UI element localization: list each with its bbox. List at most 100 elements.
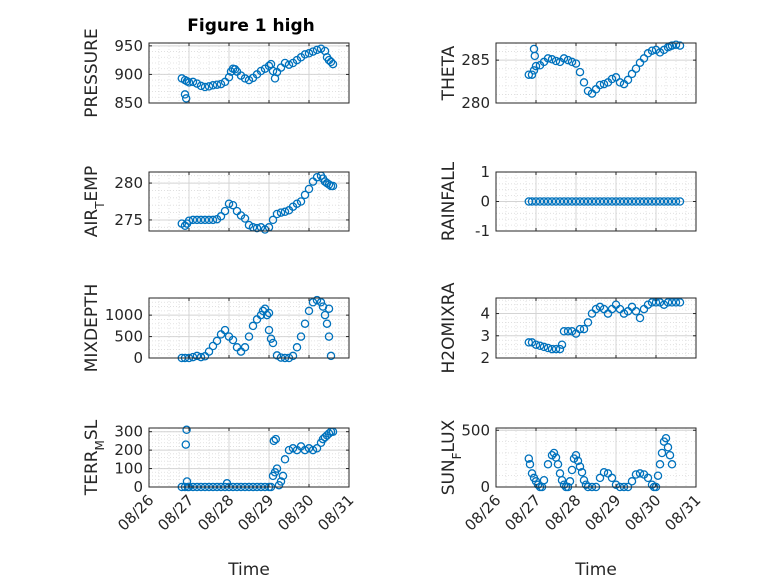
axes-box: [148, 427, 350, 488]
data-point: [647, 197, 657, 206]
data-point: [531, 340, 541, 349]
data-point: [671, 40, 681, 49]
data-point: [639, 54, 649, 63]
x-tick-label: 08/26: [461, 491, 504, 534]
data-point: [643, 473, 653, 483]
data-point: [196, 81, 206, 91]
data-point: [663, 298, 673, 307]
y-tick-label: 1000: [105, 306, 143, 324]
data-point: [268, 66, 278, 76]
data-point: [228, 200, 238, 210]
data-point: [284, 445, 294, 455]
y-axis-label: TERRMSL: [82, 419, 107, 496]
x-tick-label: 08/31: [314, 491, 357, 534]
panel-h2omixra: 2 3 4 H2OMIXRA: [439, 282, 697, 374]
data-point: [595, 80, 605, 90]
data-point: [276, 208, 286, 217]
data-point: [196, 215, 206, 225]
data-point: [328, 181, 338, 191]
data-point: [324, 332, 334, 341]
y-axis-label: RAINFALL: [439, 161, 459, 241]
data-point: [547, 344, 557, 354]
data-point: [262, 310, 272, 320]
y-axis-label: MIXDEPTH: [82, 284, 102, 373]
data-point: [180, 90, 190, 99]
data-point: [284, 60, 294, 69]
data-point: [296, 332, 306, 341]
data-point: [563, 55, 573, 65]
data-point: [627, 197, 637, 206]
y-tick-label: 950: [114, 37, 143, 55]
data-point: [575, 67, 585, 77]
y-tick-label: 500: [114, 328, 143, 346]
data-point: [635, 469, 645, 478]
x-tick-label: 08/26: [114, 491, 157, 534]
data-point: [192, 351, 202, 361]
data-point: [256, 310, 266, 320]
y-tick-label: 4: [480, 305, 490, 323]
minor-grid: [149, 298, 349, 358]
x-tick-label: 08/28: [541, 491, 584, 534]
data-point: [316, 298, 326, 307]
data-point: [280, 455, 290, 464]
series-markers: [177, 44, 338, 103]
data-point: [571, 59, 581, 68]
data-point: [244, 332, 254, 341]
y-tick-label: 1: [480, 163, 490, 181]
data-point: [547, 55, 557, 64]
data-point: [312, 444, 322, 453]
data-point: [240, 74, 250, 83]
data-point: [196, 352, 206, 362]
data-point: [551, 56, 561, 66]
data-point: [324, 180, 334, 189]
data-point: [559, 54, 569, 63]
data-point: [553, 460, 563, 469]
data-point: [539, 475, 549, 485]
data-point: [280, 207, 290, 217]
data-point: [200, 215, 210, 225]
y-axis-label: THETA: [439, 45, 459, 101]
series-markers: [524, 40, 685, 98]
data-point: [635, 313, 645, 323]
data-point: [292, 343, 302, 352]
data-point: [591, 197, 601, 206]
data-point: [230, 65, 240, 74]
data-point: [579, 324, 589, 334]
data-point: [557, 340, 567, 349]
data-point: [567, 197, 577, 206]
y-tick-label: 100: [114, 460, 143, 478]
data-point: [567, 465, 577, 475]
data-point: [300, 319, 310, 328]
data-point: [212, 80, 222, 89]
data-point: [304, 49, 314, 58]
data-point: [280, 58, 290, 68]
data-point: [579, 78, 589, 87]
data-point: [571, 197, 581, 206]
data-point: [530, 51, 540, 61]
data-point: [647, 298, 657, 307]
data-point: [647, 46, 657, 55]
x-tick-label: 08/29: [234, 491, 277, 534]
data-point: [543, 197, 553, 206]
y-tick-label: 300: [114, 423, 143, 441]
data-point: [529, 66, 539, 75]
data-point: [563, 197, 573, 206]
data-point: [615, 197, 625, 206]
data-point: [583, 318, 593, 327]
axes-box: [148, 297, 350, 359]
panel-airtemp: 275 280 AIRTEMP: [82, 166, 350, 237]
data-point: [611, 197, 621, 206]
data-point: [579, 197, 589, 206]
data-point: [551, 344, 561, 354]
data-point: [667, 41, 677, 50]
data-point: [579, 475, 589, 485]
data-point: [527, 197, 537, 206]
y-tick-label: 0: [133, 349, 143, 367]
data-point: [304, 444, 314, 453]
data-point: [671, 197, 681, 206]
data-point: [272, 209, 282, 219]
data-point: [599, 197, 609, 206]
data-point: [631, 307, 641, 316]
y-tick-label: 850: [114, 94, 143, 112]
